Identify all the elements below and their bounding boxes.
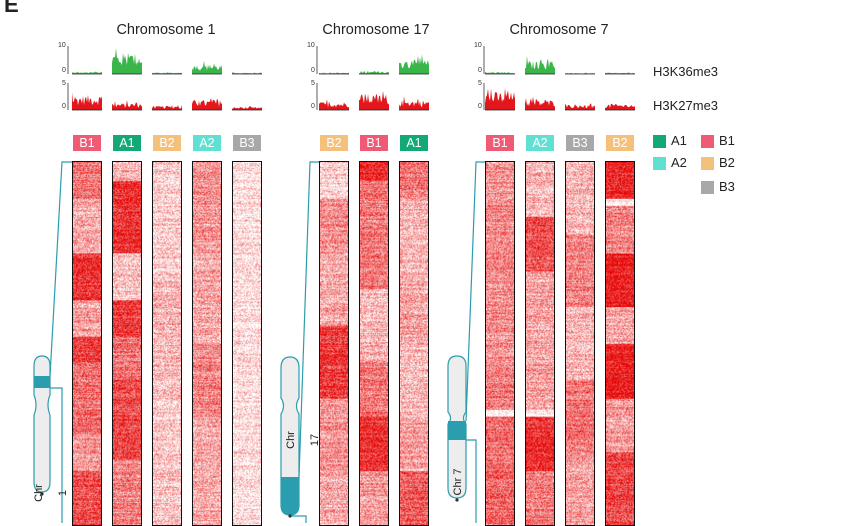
chr1-telomere-dot — [40, 492, 44, 496]
h3k27me3-track-g1-c1 — [359, 90, 389, 110]
badge-chr7-col2: A2 — [526, 135, 554, 151]
chr7-zoom-line-bottom — [466, 439, 477, 523]
chr17-highlight-region — [281, 477, 299, 515]
tick-max-green-7: 10 — [474, 42, 482, 49]
h3k27me3-track-g1-c0 — [319, 99, 349, 110]
tick-zero-red-7: 0 — [478, 103, 482, 110]
legend-label-a1: A1 — [671, 133, 687, 148]
h3k27me3-track-g2-c1 — [525, 96, 555, 110]
legend-label-b2: B2 — [719, 155, 735, 170]
heatmap-chr1-col1 — [72, 161, 102, 526]
h3k27me3-track-g0-c0 — [72, 92, 102, 110]
h3k36me3-track-g1-c2 — [399, 54, 429, 74]
chr17-zoom-line-top — [298, 161, 319, 478]
legend-swatch-a2 — [653, 157, 666, 170]
heatmap-chr17-col2 — [359, 161, 389, 526]
h3k36me3-track-g0-c3 — [192, 61, 222, 74]
ideogram-label-chr1: Chr 1 — [33, 484, 69, 502]
chromosome-1-title: Chromosome 1 — [116, 22, 216, 38]
panel-letter: E — [4, 0, 19, 17]
heatmap-chr7-col1 — [485, 161, 515, 526]
legend-label-a2: A2 — [671, 155, 687, 170]
h3k27me3-track-g0-c2 — [152, 104, 182, 110]
h3k27me3-track-g0-c3 — [192, 97, 222, 110]
badge-chr17-col1: B2 — [320, 135, 348, 151]
chr17-zoom-line-bottom — [290, 515, 307, 523]
ideogram-label-chr17: Chr 17 — [285, 431, 321, 449]
tick-max-red-7: 5 — [478, 80, 482, 87]
h3k27me3-track-g1-c2 — [399, 96, 429, 110]
track-label-h3k36me3: H3K36me3 — [653, 64, 719, 79]
badge-chr1-col2: A1 — [113, 135, 141, 151]
h3k27me3-track-g2-c0 — [485, 88, 515, 110]
badge-chr7-col4: B2 — [606, 135, 634, 151]
badge-chr1-col1: B1 — [73, 135, 101, 151]
chromosome-7-title: Chromosome 7 — [509, 22, 609, 38]
h3k27me3-track-g0-c1 — [112, 100, 142, 110]
badge-chr17-col2: B1 — [360, 135, 388, 151]
heatmap-chr7-col4 — [605, 161, 635, 526]
tick-max-red-17: 5 — [311, 80, 315, 87]
chr7-zoom-line-top — [465, 161, 485, 422]
tick-max-red-1: 5 — [62, 80, 66, 87]
badge-chr7-col3: B3 — [566, 135, 594, 151]
chr17-telomere-dot — [288, 514, 292, 518]
chr7-telomere-dot — [455, 498, 459, 502]
h3k27me3-track-g0-c4 — [232, 105, 262, 110]
h3k36me3-track-g2-c0 — [485, 72, 515, 74]
chr1-highlight-region — [34, 376, 50, 388]
h3k36me3-track-g2-c1 — [525, 56, 555, 74]
heatmap-chr1-col3 — [152, 161, 182, 526]
heatmap-chr1-col5 — [232, 161, 262, 526]
chr1-ideogram — [33, 355, 51, 493]
tick-zero-red-1: 0 — [62, 103, 66, 110]
legend-swatch-b1 — [701, 135, 714, 148]
h3k27me3-track-g2-c3 — [605, 103, 635, 110]
tick-zero-red-17: 0 — [311, 103, 315, 110]
heatmap-chr17-col3 — [399, 161, 429, 526]
legend-swatch-b3 — [701, 181, 714, 194]
legend-swatch-b2 — [701, 157, 714, 170]
legend-swatch-a1 — [653, 135, 666, 148]
chromosome-17-title: Chromosome 17 — [322, 22, 430, 38]
chr1-zoom-line-bottom — [50, 387, 63, 523]
ideogram-label-chr7: Chr 7 — [452, 468, 464, 496]
legend-label-b1: B1 — [719, 133, 735, 148]
heatmap-chr17-col1 — [319, 161, 349, 526]
tick-zero-green-1: 0 — [62, 67, 66, 74]
h3k27me3-track-g2-c2 — [565, 103, 595, 110]
badge-chr7-col1: B1 — [486, 135, 514, 151]
badge-chr1-col3: B2 — [153, 135, 181, 151]
tick-max-green-1: 10 — [58, 42, 66, 49]
heatmap-chr7-col2 — [525, 161, 555, 526]
tick-max-green-17: 10 — [307, 42, 315, 49]
heatmap-chr1-col2 — [112, 161, 142, 526]
badge-chr1-col5: B3 — [233, 135, 261, 151]
legend-label-b3: B3 — [719, 179, 735, 194]
badge-chr1-col4: A2 — [193, 135, 221, 151]
heatmap-chr1-col4 — [192, 161, 222, 526]
heatmap-chr7-col3 — [565, 161, 595, 526]
chr1-zoom-line-top — [49, 161, 72, 377]
tick-zero-green-7: 0 — [478, 67, 482, 74]
track-label-h3k27me3: H3K27me3 — [653, 98, 719, 113]
chr7-highlight-region — [448, 421, 466, 440]
badge-chr17-col3: A1 — [400, 135, 428, 151]
h3k36me3-track-g0-c1 — [112, 48, 142, 74]
tick-zero-green-17: 0 — [311, 67, 315, 74]
h3k36me3-track-g0-c0 — [72, 71, 102, 74]
h3k36me3-track-g1-c1 — [359, 70, 389, 74]
